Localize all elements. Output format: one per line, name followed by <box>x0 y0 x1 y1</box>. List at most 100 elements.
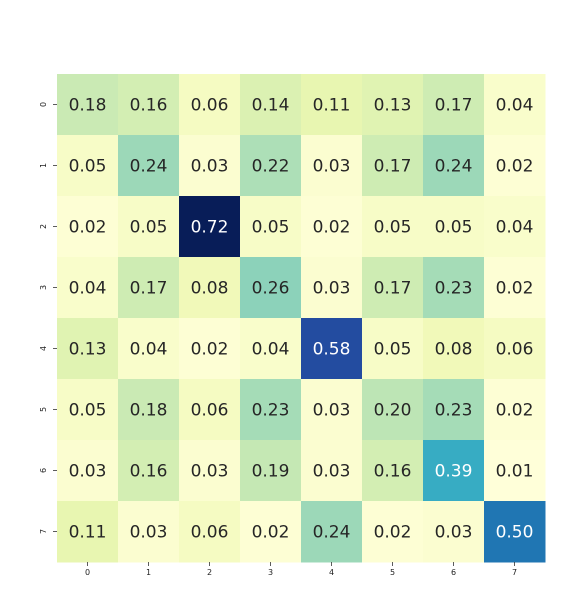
y-tick-label-6: 6 <box>39 468 48 473</box>
y-tick-label-3: 3 <box>39 285 48 290</box>
cell-value-r1-c5: 0.17 <box>374 157 412 177</box>
heatmap-cell-r0-c4 <box>301 74 363 136</box>
cell-value-r3-c4: 0.03 <box>313 279 351 299</box>
y-tick-label-2: 2 <box>39 224 48 229</box>
y-tick-label-1: 1 <box>39 163 48 168</box>
cell-value-r4-c5: 0.05 <box>374 340 412 360</box>
x-tick-label-6: 6 <box>451 568 456 577</box>
cell-value-r1-c6: 0.24 <box>435 157 473 177</box>
x-tick-label-7: 7 <box>512 568 517 577</box>
cell-value-r3-c2: 0.08 <box>191 279 229 299</box>
cell-value-r6-c7: 0.01 <box>496 462 534 482</box>
x-tick-label-0: 0 <box>85 568 90 577</box>
cell-value-r0-c6: 0.17 <box>435 96 473 116</box>
y-axis: 0 1 2 3 4 5 6 7 <box>39 102 57 534</box>
heatmap-cell-r6-c1 <box>118 440 180 502</box>
cell-value-r0-c2: 0.06 <box>191 96 229 116</box>
cell-value-r4-c2: 0.02 <box>191 340 229 360</box>
heatmap-cell-r6-c0 <box>57 440 119 502</box>
heatmap-cell-r3-c1 <box>118 257 180 319</box>
heatmap-cell-r6-c5 <box>362 440 424 502</box>
heatmap-cell-r5-c5 <box>362 379 424 441</box>
heatmap-cell-r5-c1 <box>118 379 180 441</box>
cell-value-r2-c0: 0.02 <box>69 218 107 238</box>
cell-value-r0-c3: 0.14 <box>252 96 290 116</box>
cell-value-r4-c0: 0.13 <box>69 340 107 360</box>
y-tick-label-7: 7 <box>39 529 48 534</box>
heatmap-cell-r3-c5 <box>362 257 424 319</box>
heatmap-cell-r2-c4 <box>301 196 363 258</box>
cell-value-r6-c4: 0.03 <box>313 462 351 482</box>
cell-value-r7-c0: 0.11 <box>69 523 107 543</box>
cell-value-r2-c1: 0.05 <box>130 218 168 238</box>
heatmap-cell-r4-c2 <box>179 318 241 380</box>
heatmap-cell-r5-c7 <box>484 379 546 441</box>
heatmap-cell-r4-c1 <box>118 318 180 380</box>
heatmap-cell-r7-c2 <box>179 501 241 563</box>
heatmap-cell-r0-c7 <box>484 74 546 136</box>
cell-value-r0-c1: 0.16 <box>130 96 168 116</box>
cell-value-r1-c2: 0.03 <box>191 157 229 177</box>
cell-value-r0-c7: 0.04 <box>496 96 534 116</box>
cell-value-r7-c4: 0.24 <box>313 523 351 543</box>
y-tick-label-5: 5 <box>39 407 48 412</box>
cells-layer <box>57 74 546 563</box>
heatmap-cell-r1-c6 <box>423 135 485 197</box>
heatmap-cell-r7-c5 <box>362 501 424 563</box>
heatmap-cell-r5-c6 <box>423 379 485 441</box>
cell-value-r5-c3: 0.23 <box>252 401 290 421</box>
cell-value-r6-c5: 0.16 <box>374 462 412 482</box>
cell-value-r5-c5: 0.20 <box>374 401 412 421</box>
x-tick-label-2: 2 <box>207 568 212 577</box>
cell-value-r3-c7: 0.02 <box>496 279 534 299</box>
cell-value-r2-c3: 0.05 <box>252 218 290 238</box>
heatmap-cell-r6-c4 <box>301 440 363 502</box>
heatmap-cell-r2-c3 <box>240 196 302 258</box>
heatmap-cell-r5-c0 <box>57 379 119 441</box>
cell-value-r6-c2: 0.03 <box>191 462 229 482</box>
heatmap-cell-r3-c6 <box>423 257 485 319</box>
cell-value-r2-c5: 0.05 <box>374 218 412 238</box>
cell-value-r4-c3: 0.04 <box>252 340 290 360</box>
heatmap-cell-r4-c7 <box>484 318 546 380</box>
heatmap-cell-r7-c7 <box>484 501 546 563</box>
heatmap-cell-r2-c5 <box>362 196 424 258</box>
cell-value-r5-c7: 0.02 <box>496 401 534 421</box>
y-tick-label-4: 4 <box>39 346 48 351</box>
x-tick-label-1: 1 <box>146 568 151 577</box>
heatmap-cell-r6-c3 <box>240 440 302 502</box>
heatmap-cell-r7-c4 <box>301 501 363 563</box>
cell-value-r0-c0: 0.18 <box>69 96 107 116</box>
heatmap-cell-r1-c7 <box>484 135 546 197</box>
cell-value-r1-c0: 0.05 <box>69 157 107 177</box>
heatmap-cell-r4-c3 <box>240 318 302 380</box>
cell-value-r5-c4: 0.03 <box>313 401 351 421</box>
cell-value-r3-c6: 0.23 <box>435 279 473 299</box>
cell-value-r6-c3: 0.19 <box>252 462 290 482</box>
heatmap-cell-r6-c6 <box>423 440 485 502</box>
heatmap-cell-r7-c1 <box>118 501 180 563</box>
heatmap-cell-r0-c6 <box>423 74 485 136</box>
heatmap-cell-r0-c1 <box>118 74 180 136</box>
cell-values-layer: 0.18 0.16 0.06 0.14 0.11 0.13 0.17 0.04 0.05 0.24… <box>69 96 534 543</box>
cell-value-r3-c3: 0.26 <box>252 279 290 299</box>
heatmap-cell-r2-c2 <box>179 196 241 258</box>
heatmap-cell-r2-c7 <box>484 196 546 258</box>
heatmap-cell-r1-c4 <box>301 135 363 197</box>
cell-value-r6-c1: 0.16 <box>130 462 168 482</box>
heatmap-cell-r0-c3 <box>240 74 302 136</box>
heatmap-cell-r3-c4 <box>301 257 363 319</box>
heatmap-cell-r4-c6 <box>423 318 485 380</box>
cell-value-r1-c3: 0.22 <box>252 157 290 177</box>
cell-value-r5-c2: 0.06 <box>191 401 229 421</box>
heatmap-cell-r5-c4 <box>301 379 363 441</box>
heatmap-cell-r7-c6 <box>423 501 485 563</box>
heatmap-cell-r3-c0 <box>57 257 119 319</box>
x-tick-label-3: 3 <box>268 568 273 577</box>
cell-value-r4-c1: 0.04 <box>130 340 168 360</box>
heatmap-cell-r0-c5 <box>362 74 424 136</box>
heatmap-cell-r2-c1 <box>118 196 180 258</box>
heatmap-cell-r0-c2 <box>179 74 241 136</box>
